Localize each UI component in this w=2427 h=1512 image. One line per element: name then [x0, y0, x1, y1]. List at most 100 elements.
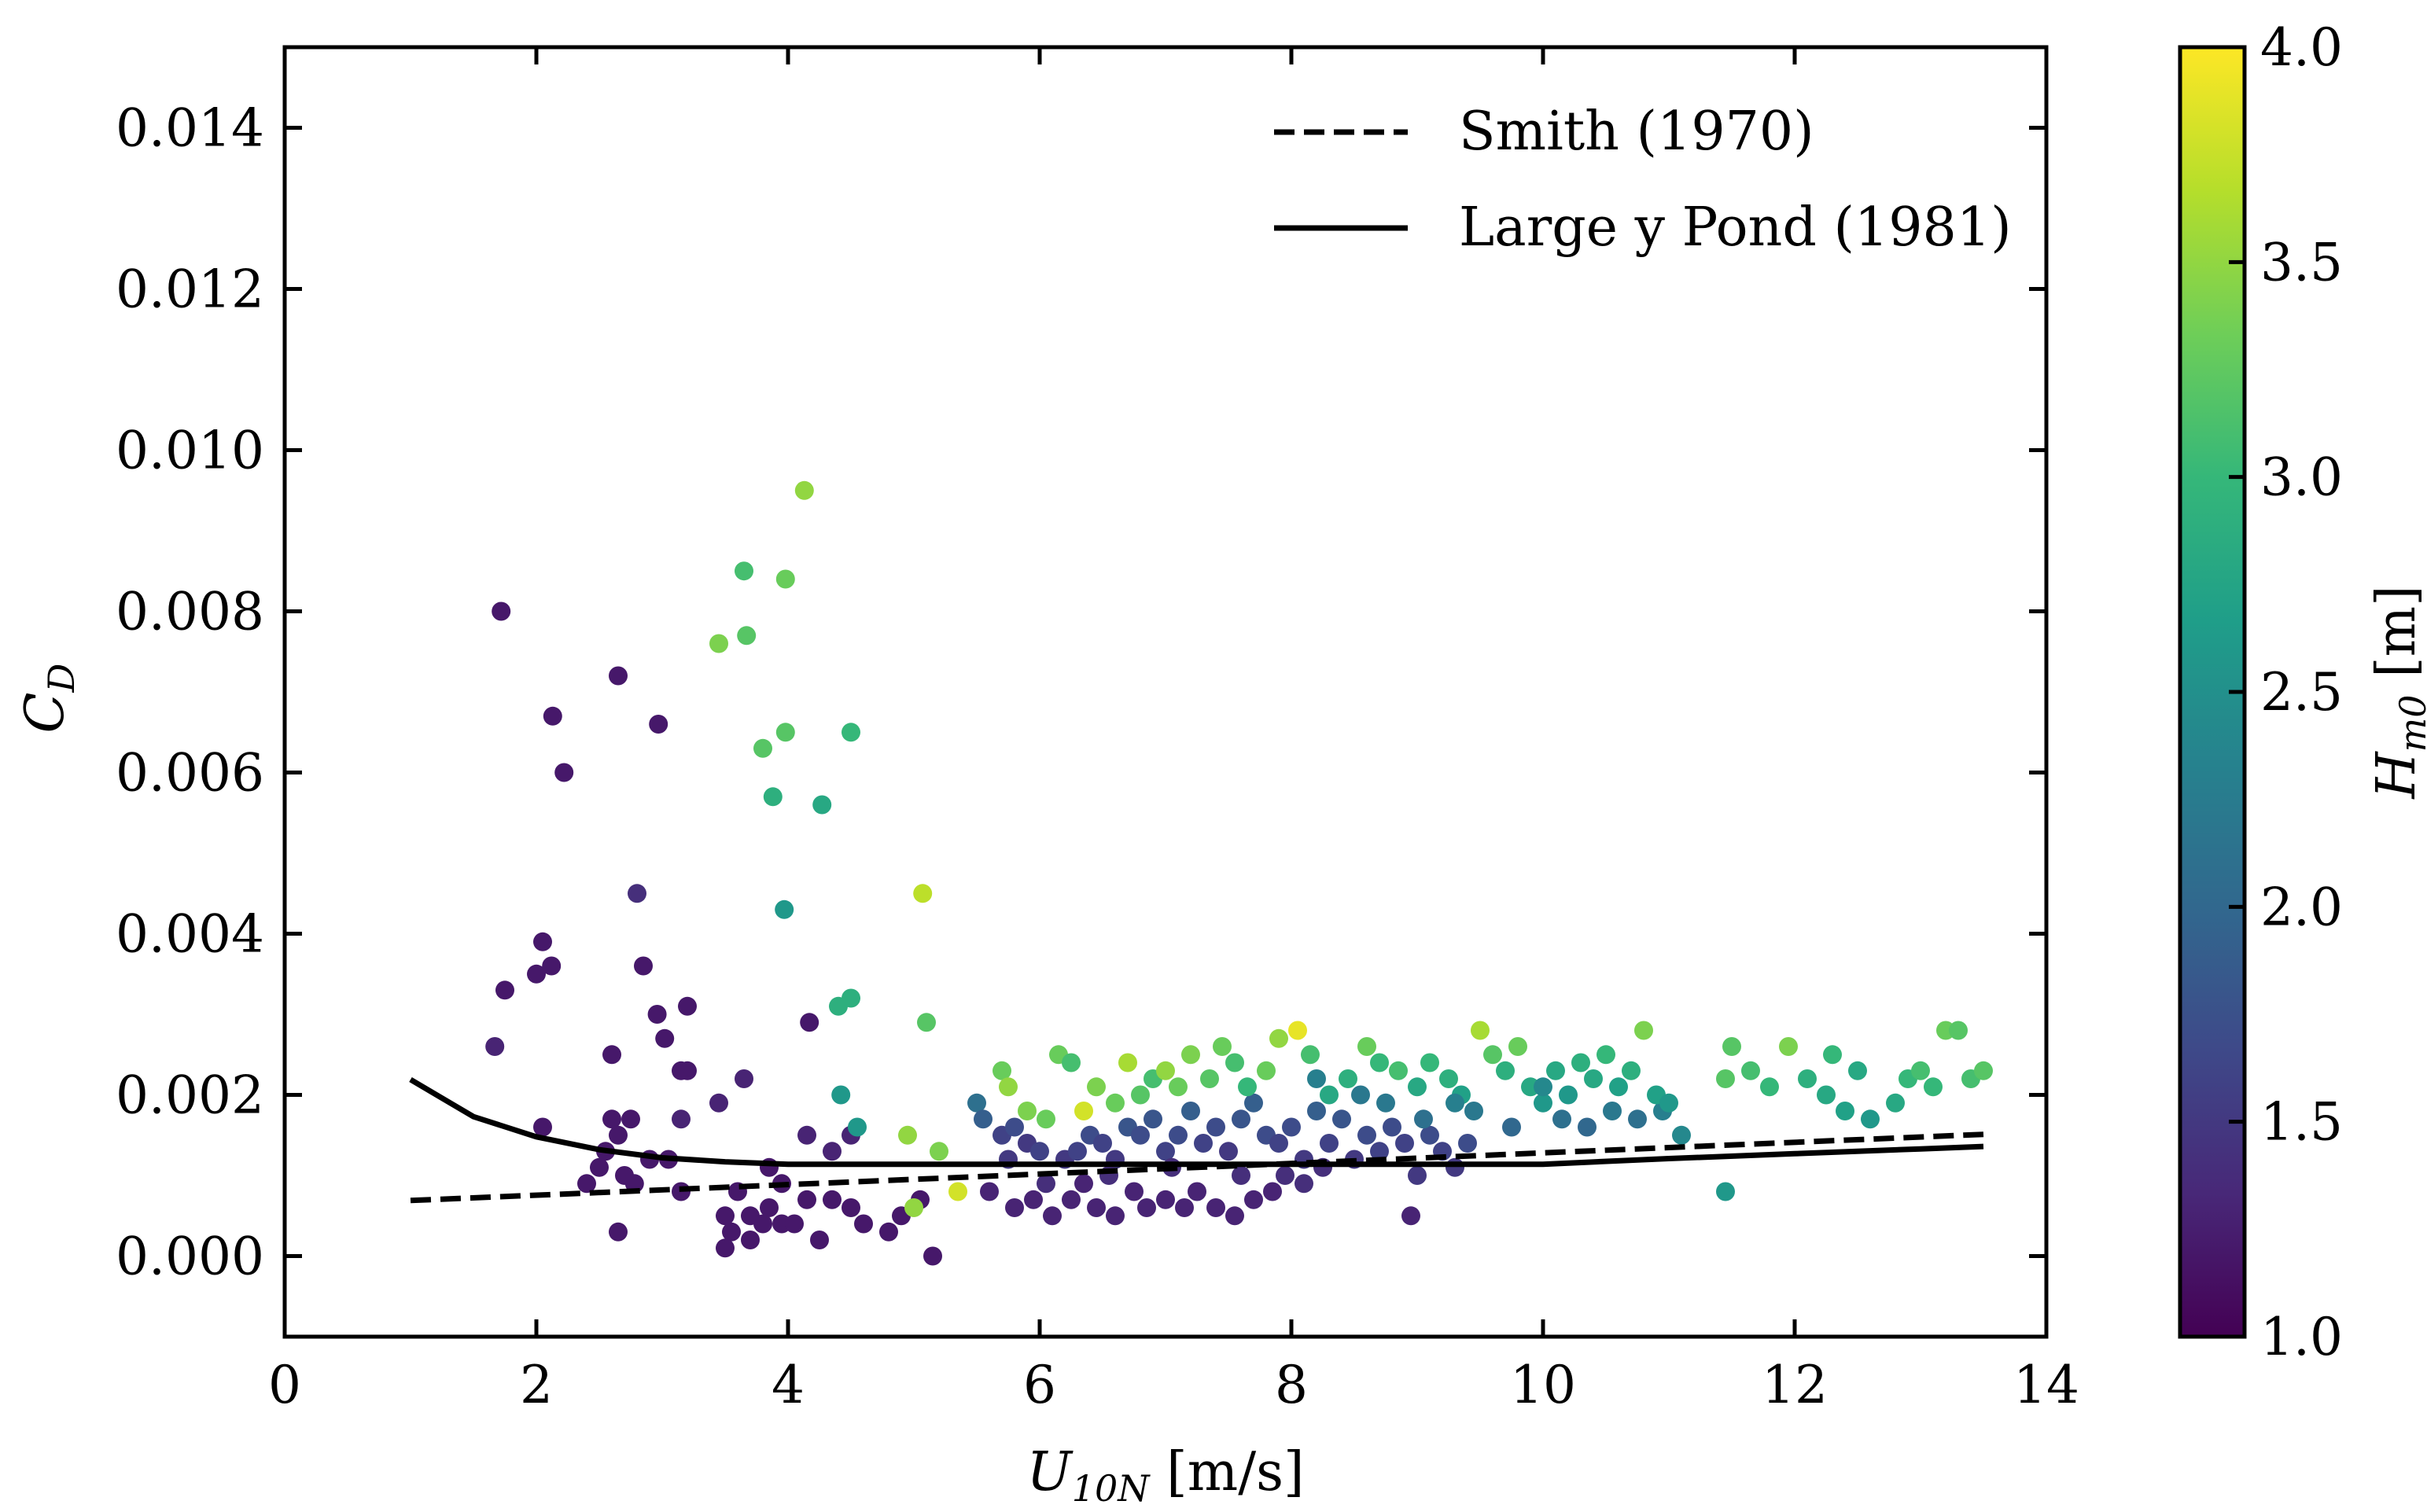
data-point: [1552, 1109, 1571, 1129]
data-point: [842, 1198, 860, 1217]
data-point: [1131, 1125, 1150, 1145]
data-point: [1716, 1182, 1735, 1201]
data-point: [904, 1198, 923, 1217]
data-point: [1068, 1142, 1087, 1161]
data-point: [672, 1109, 691, 1129]
data-point: [1074, 1102, 1093, 1120]
data-point: [1244, 1190, 1263, 1209]
data-point: [1062, 1190, 1081, 1209]
y-tick-label: 0.000: [116, 1227, 264, 1287]
data-point: [485, 1037, 505, 1056]
colorbar-tick-label: 2.5: [2260, 662, 2343, 723]
data-point: [775, 569, 795, 589]
data-point: [628, 884, 646, 903]
x-axis: 0 2 4 6 8 10 12 14: [268, 47, 2079, 1415]
data-point: [1276, 1166, 1295, 1185]
data-point: [1924, 1077, 1943, 1097]
data-point: [1156, 1061, 1175, 1080]
data-point: [1357, 1125, 1376, 1145]
data-point: [1118, 1053, 1137, 1072]
data-point: [542, 956, 562, 976]
data-point: [649, 715, 668, 734]
data-point: [823, 1190, 842, 1209]
data-point: [854, 1214, 873, 1234]
y-tick-label: 0.010: [116, 421, 264, 481]
data-point: [1238, 1077, 1257, 1097]
data-point: [609, 666, 628, 686]
data-point: [980, 1182, 999, 1201]
data-point: [1106, 1093, 1125, 1113]
line-smith-1970: [410, 1131, 1984, 1204]
data-point: [1716, 1069, 1735, 1088]
x-tick-label: 8: [1275, 1355, 1308, 1415]
data-point: [1584, 1069, 1603, 1088]
data-point: [741, 1231, 760, 1249]
data-point: [1175, 1198, 1194, 1217]
data-point: [735, 1069, 753, 1088]
data-point: [735, 561, 753, 581]
data-point: [609, 1222, 628, 1242]
data-point: [1722, 1037, 1741, 1056]
data-point: [1169, 1125, 1188, 1145]
colorbar-tick-label: 3.5: [2260, 232, 2343, 292]
data-point: [1609, 1077, 1628, 1097]
data-point: [1200, 1069, 1219, 1088]
data-point: [1219, 1142, 1238, 1161]
data-point: [1559, 1085, 1578, 1105]
data-point: [1062, 1053, 1081, 1072]
data-point: [722, 1222, 741, 1242]
colorbar-tick-label: 3.0: [2260, 447, 2343, 508]
data-point: [672, 1061, 691, 1080]
x-tick-label: 6: [1023, 1355, 1056, 1415]
data-point: [1408, 1077, 1427, 1097]
data-point: [602, 1045, 621, 1065]
data-point: [1225, 1053, 1244, 1072]
data-point: [753, 1214, 772, 1234]
data-point: [647, 1005, 667, 1024]
data-point: [1628, 1109, 1647, 1129]
data-point: [590, 1157, 609, 1177]
data-point: [1232, 1166, 1250, 1185]
data-point: [1508, 1037, 1527, 1056]
data-point: [1848, 1061, 1867, 1080]
y-tick-label: 0.006: [116, 743, 264, 804]
data-point: [1156, 1190, 1175, 1209]
data-point: [1206, 1198, 1225, 1217]
data-point: [775, 899, 794, 919]
data-point: [1798, 1069, 1817, 1088]
data-point: [1376, 1093, 1395, 1113]
data-point: [1603, 1102, 1622, 1120]
legend-label-large-pond: Large y Pond (1981): [1459, 197, 2012, 259]
data-point: [495, 980, 514, 1000]
data-point: [1578, 1117, 1597, 1137]
data-point: [775, 723, 795, 742]
data-point: [1420, 1053, 1439, 1072]
data-point: [1232, 1109, 1250, 1129]
colorbar-label: Hm0 [m]: [2366, 585, 2427, 800]
data-point: [948, 1182, 967, 1201]
legend: Smith (1970) Large y Pond (1981): [1274, 101, 2012, 259]
data-point: [1439, 1069, 1458, 1088]
data-point: [533, 1117, 552, 1137]
data-point: [763, 787, 783, 807]
y-tick-label: 0.014: [116, 98, 264, 159]
data-point: [1320, 1134, 1339, 1153]
data-point: [716, 1206, 735, 1226]
data-point: [1502, 1117, 1521, 1137]
plot-frame: [282, 45, 2049, 1339]
x-tick-label: 12: [1762, 1355, 1828, 1415]
data-point: [898, 1125, 917, 1145]
data-point: [1471, 1021, 1490, 1040]
data-point: [1307, 1102, 1326, 1120]
data-point: [848, 1117, 867, 1137]
colorbar-tick-label: 2.0: [2260, 877, 2343, 937]
data-point: [1288, 1021, 1307, 1040]
data-point: [1401, 1206, 1420, 1226]
data-point: [1106, 1206, 1125, 1226]
data-point: [1408, 1166, 1427, 1185]
data-point: [1263, 1182, 1282, 1201]
data-point: [1213, 1037, 1232, 1056]
data-point: [554, 763, 574, 782]
scatter-points: [485, 480, 1993, 1266]
